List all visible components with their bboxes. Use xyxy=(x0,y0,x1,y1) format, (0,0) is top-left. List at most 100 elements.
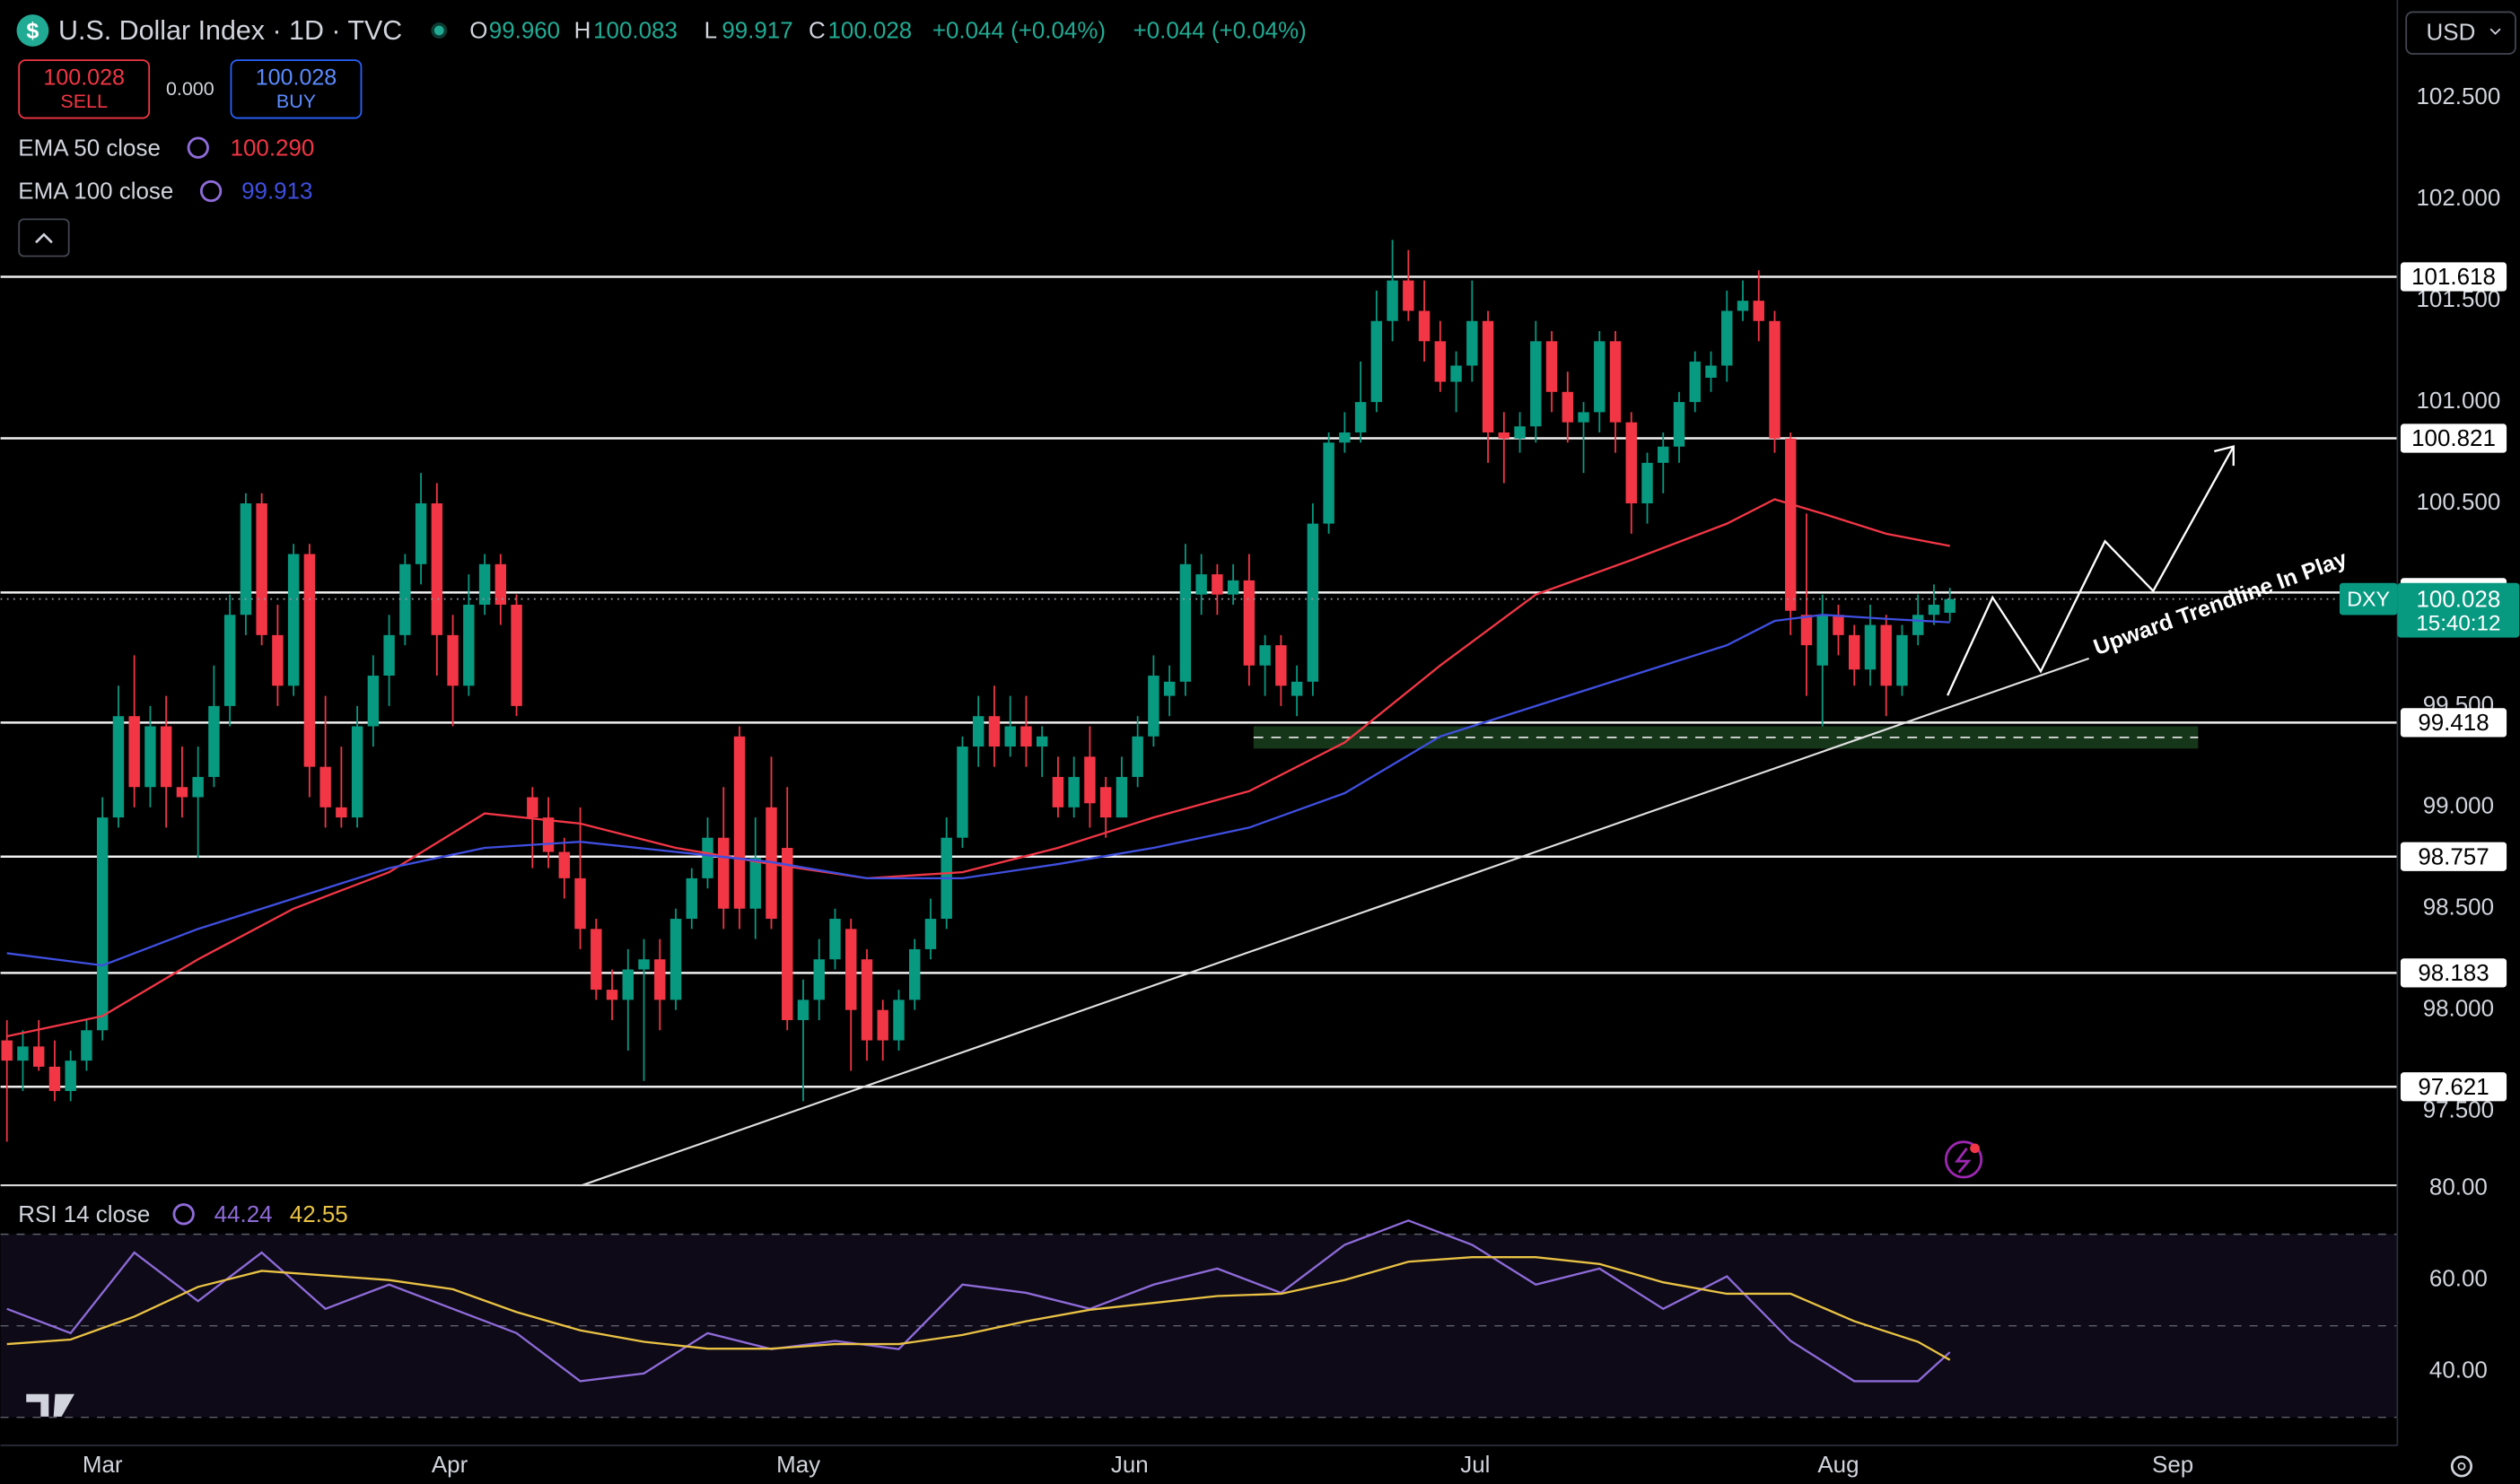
price-axis-bg xyxy=(2397,0,2520,1484)
y-tick-label: 60.00 xyxy=(2429,1267,2488,1292)
candle-body xyxy=(1068,776,1080,807)
candle-body xyxy=(383,634,395,677)
candle-body xyxy=(606,990,618,1000)
trendline[interactable] xyxy=(582,657,2090,1187)
y-tick-label: 102.500 xyxy=(2416,84,2500,109)
level-label-box xyxy=(2400,708,2507,738)
marks-layer xyxy=(0,240,2398,1383)
projection-path[interactable] xyxy=(1947,446,2235,696)
candle-body xyxy=(1705,365,1717,379)
x-tick-label: Jul xyxy=(1460,1453,1490,1478)
candle-body xyxy=(861,959,873,1041)
candle-body xyxy=(1641,462,1653,504)
level-label: 101.618 xyxy=(2411,265,2496,290)
candle-body xyxy=(1864,624,1877,670)
candle-body xyxy=(1099,787,1112,818)
candle-body xyxy=(1609,341,1622,423)
candle-body xyxy=(1020,726,1032,747)
candle-body xyxy=(893,1000,905,1041)
candle-body xyxy=(1785,438,1797,611)
indicator-name[interactable]: EMA 50 close xyxy=(18,135,161,161)
y-tick-label: 40.00 xyxy=(2429,1358,2488,1384)
candle-body xyxy=(1482,320,1494,432)
candle-body xyxy=(909,948,921,1000)
candle-body xyxy=(112,716,125,818)
sell-label: SELL xyxy=(60,91,108,112)
rsi-name[interactable]: RSI 14 close xyxy=(18,1202,150,1227)
indicator-icon[interactable] xyxy=(199,179,223,203)
level-label: 100.821 xyxy=(2411,426,2496,451)
ema-line xyxy=(6,498,1950,1038)
candle-body xyxy=(1498,432,1510,439)
candle-body xyxy=(1212,574,1223,595)
candle-body xyxy=(192,776,204,798)
candle-body xyxy=(319,766,331,807)
settings-icon-core xyxy=(2457,1462,2466,1471)
candle-body xyxy=(877,1009,888,1041)
symbol-badge xyxy=(2339,582,2398,615)
level-label-box xyxy=(2400,423,2507,453)
level-label: 98.757 xyxy=(2418,844,2489,869)
candle-body xyxy=(1004,726,1016,747)
candle-body xyxy=(415,503,427,564)
candle-body xyxy=(1418,310,1431,342)
currency-select[interactable] xyxy=(2405,11,2516,55)
candle-body xyxy=(1912,615,1924,635)
symbol-title[interactable]: U.S. Dollar Index · 1D · TVC xyxy=(58,15,402,46)
level-label-box xyxy=(2400,262,2507,292)
candle-body xyxy=(957,746,968,838)
candle-body xyxy=(176,787,188,798)
candle-body xyxy=(669,919,682,1000)
y-tick-label: 101.500 xyxy=(2416,287,2500,312)
candle-body xyxy=(1625,422,1637,504)
buy-label: BUY xyxy=(276,91,316,112)
candle-body xyxy=(1275,645,1287,686)
candle-body xyxy=(1849,634,1860,670)
indicator-icon[interactable] xyxy=(187,136,209,159)
x-tick-label: Apr xyxy=(432,1453,468,1478)
candle-body xyxy=(1466,320,1478,366)
axis-layer: 97.50098.00098.50099.00099.500100.500101… xyxy=(83,84,2500,1478)
indicator-value: 99.913 xyxy=(241,179,312,205)
candle-body xyxy=(48,1066,61,1092)
candle-body xyxy=(1721,310,1733,366)
candle-body xyxy=(1896,634,1908,686)
y-tick-label: 97.500 xyxy=(2423,1097,2494,1122)
candle-body xyxy=(1403,280,1414,311)
y-tick-label: 98.500 xyxy=(2423,895,2494,921)
candle-body xyxy=(240,503,252,615)
candle-body xyxy=(1816,615,1828,666)
candle-body xyxy=(1833,615,1844,635)
logo xyxy=(16,14,49,47)
candle-body xyxy=(1673,402,1685,447)
rsi-ma-value: 42.55 xyxy=(290,1202,348,1227)
rsi-line xyxy=(6,1255,1951,1361)
candle-body xyxy=(1163,681,1176,696)
candle-body xyxy=(1227,580,1239,595)
collapse-button[interactable] xyxy=(18,218,70,258)
indicator-icon[interactable] xyxy=(172,1203,195,1226)
candle-body xyxy=(511,604,522,706)
brand-logo[interactable] xyxy=(26,1393,74,1417)
buy-button[interactable] xyxy=(230,59,363,119)
candle-body xyxy=(1259,645,1271,666)
level-label: 97.621 xyxy=(2418,1075,2489,1100)
x-tick-label: Mar xyxy=(83,1453,123,1478)
x-tick-label: Jun xyxy=(1111,1453,1149,1478)
candle-body xyxy=(447,634,459,686)
settings-icon[interactable] xyxy=(2450,1455,2473,1478)
ohlc-label: C xyxy=(809,19,826,44)
ohlc-value: 100.083 xyxy=(593,19,678,44)
candle-body xyxy=(1658,446,1669,463)
candle-body xyxy=(1434,341,1447,382)
candle-body xyxy=(399,563,411,635)
sell-button[interactable] xyxy=(18,59,151,119)
background-layer xyxy=(0,726,2398,1419)
candle-body xyxy=(686,877,697,920)
alert-glyph xyxy=(1955,1148,1972,1174)
y-tick-label: 99.000 xyxy=(2423,794,2494,819)
indicator-name[interactable]: EMA 100 close xyxy=(18,179,173,205)
alert-icon[interactable] xyxy=(1944,1140,1983,1179)
candle-body xyxy=(1387,280,1398,321)
ohlc-label: O xyxy=(469,19,487,44)
